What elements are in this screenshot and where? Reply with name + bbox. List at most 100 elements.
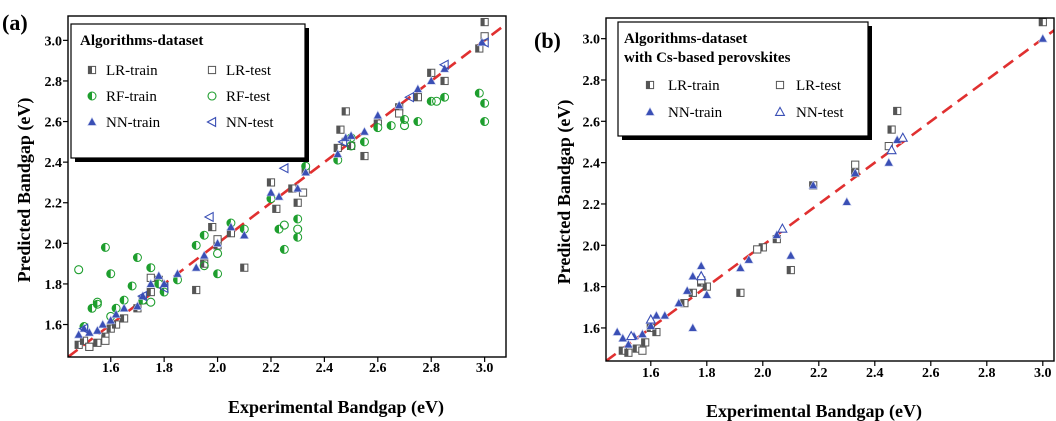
point-a-rf-train bbox=[293, 232, 303, 242]
legend-marker-a-nn-test bbox=[206, 116, 217, 128]
panel-a-legend-title: Algorithms-dataset bbox=[80, 33, 203, 49]
point-a-lr-test bbox=[395, 109, 404, 118]
point-b-nn-train bbox=[623, 339, 634, 349]
panel-a-frame bbox=[67, 15, 507, 358]
point-a-rf-train bbox=[100, 242, 110, 252]
x-tick-label: 2.2 bbox=[262, 361, 280, 376]
x-tick-label: 2.0 bbox=[209, 361, 227, 376]
x-tick-label: 2.4 bbox=[866, 366, 884, 381]
point-a-nn-train bbox=[119, 303, 129, 312]
point-a-rf-test bbox=[199, 261, 209, 271]
point-a-rf-train bbox=[373, 123, 383, 133]
point-b-lr-train bbox=[786, 265, 795, 275]
point-a-nn-train bbox=[172, 268, 183, 278]
legend-b-lr-train: LR-train bbox=[668, 78, 720, 94]
y-tick-label: 3.0 bbox=[583, 33, 601, 48]
legend-b-lr-test: LR-test bbox=[796, 78, 842, 94]
point-a-rf-train bbox=[127, 281, 137, 291]
panel-b-label: (b) bbox=[534, 28, 561, 53]
point-a-rf-train bbox=[274, 224, 284, 234]
point-a-nn-train bbox=[132, 301, 143, 310]
panel-a-ylabel: Predicted Bandgap (eV) bbox=[14, 98, 35, 283]
point-a-nn-train bbox=[266, 187, 276, 197]
y-tick-label: 2.0 bbox=[583, 239, 601, 254]
point-a-lr-train bbox=[240, 263, 249, 272]
point-a-nn-train bbox=[372, 110, 383, 120]
point-b-lr-train bbox=[887, 125, 896, 134]
point-b-nn-train bbox=[701, 289, 712, 299]
point-a-nn-test bbox=[337, 136, 348, 148]
point-a-nn-train bbox=[274, 191, 284, 201]
y-tick-label: 2.4 bbox=[583, 157, 601, 172]
point-a-nn-test bbox=[478, 37, 489, 48]
point-a-rf-test bbox=[399, 121, 410, 131]
legend-a-lr-test: LR-test bbox=[226, 63, 272, 79]
point-b-nn-train bbox=[682, 285, 693, 295]
legend-a-rf-train: RF-train bbox=[106, 89, 157, 105]
panel-b-legend: Algorithms-dataset with Cs-based perovsk… bbox=[617, 21, 872, 140]
point-a-rf-test bbox=[146, 297, 156, 307]
point-b-nn-train bbox=[659, 310, 670, 320]
point-b-nn-train bbox=[673, 297, 684, 307]
panel-b-xlabel: Experimental Bandgap (eV) bbox=[706, 401, 922, 421]
point-b-nn-train bbox=[743, 254, 754, 264]
point-a-rf-train bbox=[173, 275, 182, 285]
x-tick-label: 2.6 bbox=[369, 361, 387, 376]
legend-a-rf-test: RF-test bbox=[226, 89, 271, 105]
y-tick-label: 2.6 bbox=[583, 115, 601, 130]
point-a-lr-test bbox=[85, 342, 94, 351]
point-b-lr-train bbox=[893, 106, 902, 116]
legend-marker-a-rf-train bbox=[87, 91, 97, 101]
point-b-nn-train bbox=[617, 333, 628, 342]
point-a-rf-train bbox=[132, 253, 142, 263]
point-a-rf-test bbox=[293, 224, 303, 234]
point-a-lr-train bbox=[79, 336, 89, 345]
y-tick-label: 2.0 bbox=[45, 237, 63, 252]
legend-marker-b-lr-test bbox=[775, 80, 785, 90]
panel-a-ticks: 1.6 1.8 2.0 2.2 2.4 2.6 2.8 3.0 1.6 1.8 2.0 2.2 2.4 2… bbox=[45, 34, 494, 376]
point-a-rf-train bbox=[191, 240, 201, 250]
x-tick-label: 1.8 bbox=[155, 361, 173, 376]
x-tick-label: 2.0 bbox=[754, 366, 772, 381]
point-b-nn-train bbox=[612, 326, 623, 336]
point-a-nn-train bbox=[159, 278, 170, 288]
point-b-nn-test bbox=[645, 313, 657, 324]
point-a-rf-test bbox=[432, 96, 442, 106]
point-a-rf-train bbox=[474, 88, 484, 98]
point-b-nn-train bbox=[735, 262, 746, 272]
legend-marker-a-nn-train bbox=[87, 116, 97, 126]
point-a-lr-train bbox=[208, 222, 217, 232]
point-b-nn-train bbox=[687, 322, 698, 332]
point-b-lr-train bbox=[736, 288, 745, 297]
point-b-nn-train bbox=[883, 157, 894, 167]
legend-marker-a-lr-train bbox=[87, 65, 97, 75]
x-tick-label: 3.0 bbox=[1034, 366, 1052, 381]
point-b-nn-train bbox=[785, 250, 796, 260]
point-a-rf-train bbox=[333, 155, 343, 165]
x-tick-label: 2.6 bbox=[922, 366, 940, 381]
point-b-nn-test bbox=[777, 223, 788, 233]
point-a-lr-train bbox=[341, 107, 350, 116]
point-a-nn-train bbox=[191, 262, 202, 272]
point-a-nn-test bbox=[438, 59, 449, 71]
point-a-nn-train bbox=[92, 325, 103, 335]
panel-a-xlabel: Experimental Bandgap (eV) bbox=[228, 397, 444, 418]
panel-b-points bbox=[612, 18, 1048, 357]
point-a-rf-train bbox=[480, 98, 490, 108]
y-tick-label: 1.6 bbox=[45, 319, 63, 334]
point-a-nn-train bbox=[145, 278, 156, 288]
point-a-rf-train bbox=[239, 224, 249, 234]
point-a-nn-train bbox=[111, 309, 121, 319]
point-a-nn-train bbox=[226, 221, 236, 231]
point-b-nn-train bbox=[696, 260, 707, 270]
point-a-rf-test bbox=[279, 220, 289, 230]
point-a-lr-train bbox=[427, 68, 436, 77]
x-tick-label: 1.6 bbox=[642, 366, 660, 381]
point-a-nn-test bbox=[404, 91, 415, 103]
legend-a-nn-test: NN-test bbox=[226, 115, 274, 131]
point-a-lr-train bbox=[146, 287, 155, 297]
point-a-lr-train bbox=[336, 125, 345, 134]
point-a-rf-train bbox=[293, 214, 303, 224]
legend-marker-b-lr-train bbox=[645, 80, 655, 90]
point-a-rf-train bbox=[119, 295, 129, 305]
